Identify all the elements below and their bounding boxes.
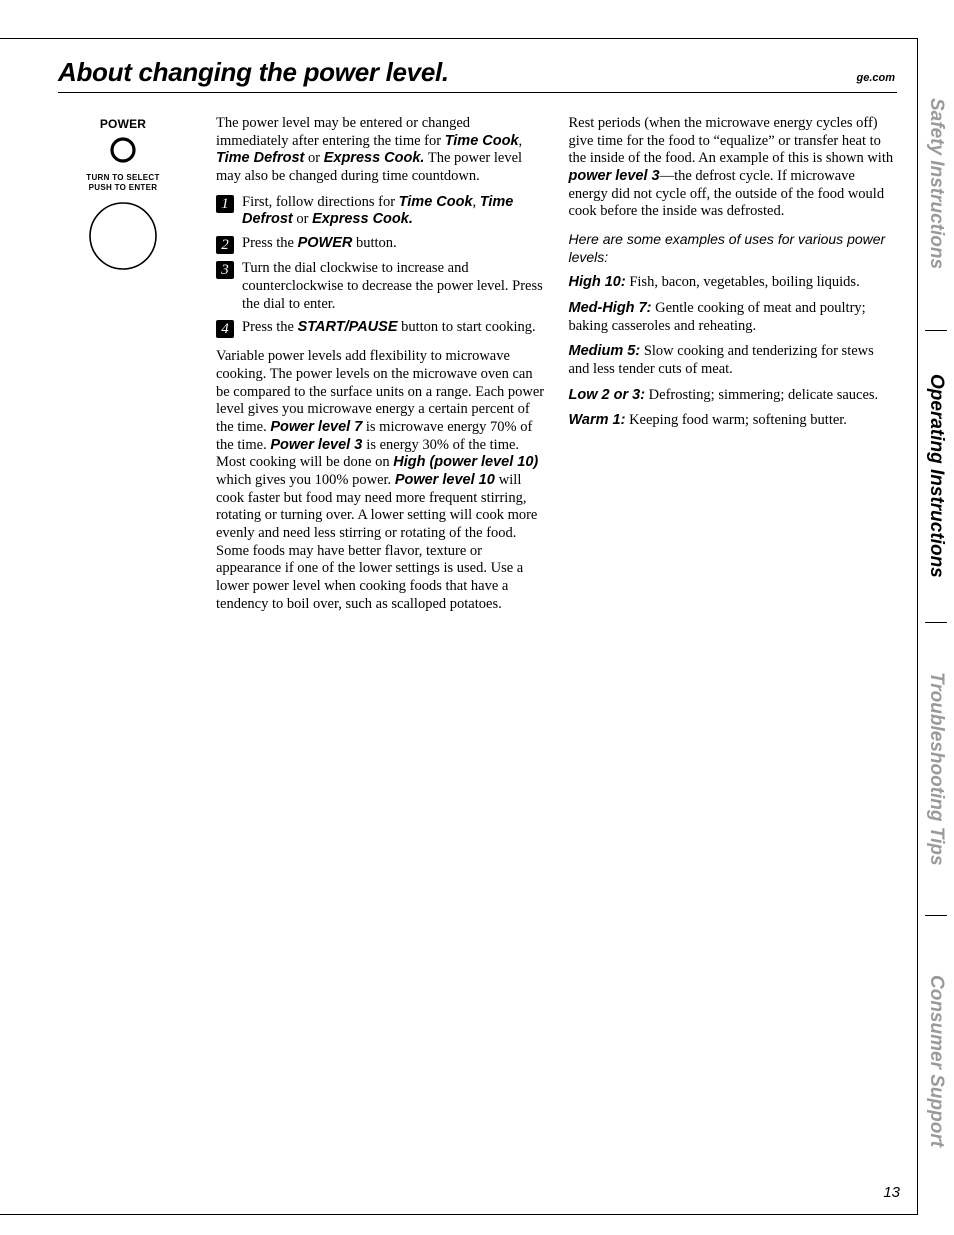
example-high: High 10: Fish, bacon, vegetables, boilin…	[569, 274, 898, 292]
power-button-icon	[108, 135, 138, 165]
tab-operating[interactable]: Operating Instructions	[918, 331, 954, 623]
header-url: ge.com	[856, 72, 897, 88]
header: About changing the power level. ge.com	[58, 57, 897, 93]
examples-intro: Here are some examples of uses for vario…	[569, 231, 898, 266]
dial-icon	[86, 199, 160, 273]
step-badge-icon: 4	[216, 320, 234, 338]
tab-troubleshooting[interactable]: Troubleshooting Tips	[918, 623, 954, 915]
step-4: 4 Press the START/PAUSE button to start …	[216, 319, 545, 338]
step-2: 2 Press the POWER button.	[216, 235, 545, 254]
dial-label: TURN TO SELECT PUSH TO ENTER	[58, 173, 188, 193]
tab-safety[interactable]: Safety Instructions	[918, 38, 954, 330]
step-badge-icon: 1	[216, 195, 234, 213]
tab-consumer[interactable]: Consumer Support	[918, 916, 954, 1208]
example-low: Low 2 or 3: Defrosting; simmering; delic…	[569, 387, 898, 405]
left-column: The power level may be entered or change…	[216, 115, 545, 622]
step-1: 1 First, follow directions for Time Cook…	[216, 194, 545, 229]
step-badge-icon: 2	[216, 236, 234, 254]
side-tabs: Safety Instructions Operating Instructio…	[918, 38, 954, 1207]
page-number: 13	[883, 1184, 900, 1201]
right-column: Rest periods (when the microwave energy …	[569, 115, 898, 622]
page-title: About changing the power level.	[58, 57, 449, 88]
step-3: 3 Turn the dial clockwise to increase an…	[216, 260, 545, 313]
step-badge-icon: 3	[216, 261, 234, 279]
example-warm: Warm 1: Keeping food warm; softening but…	[569, 412, 898, 430]
example-medium: Medium 5: Slow cooking and tenderizing f…	[569, 343, 898, 378]
power-label: POWER	[58, 117, 188, 131]
example-medhigh: Med-High 7: Gentle cooking of meat and p…	[569, 300, 898, 335]
control-panel-illustration: POWER TURN TO SELECT PUSH TO ENTER	[58, 115, 188, 622]
